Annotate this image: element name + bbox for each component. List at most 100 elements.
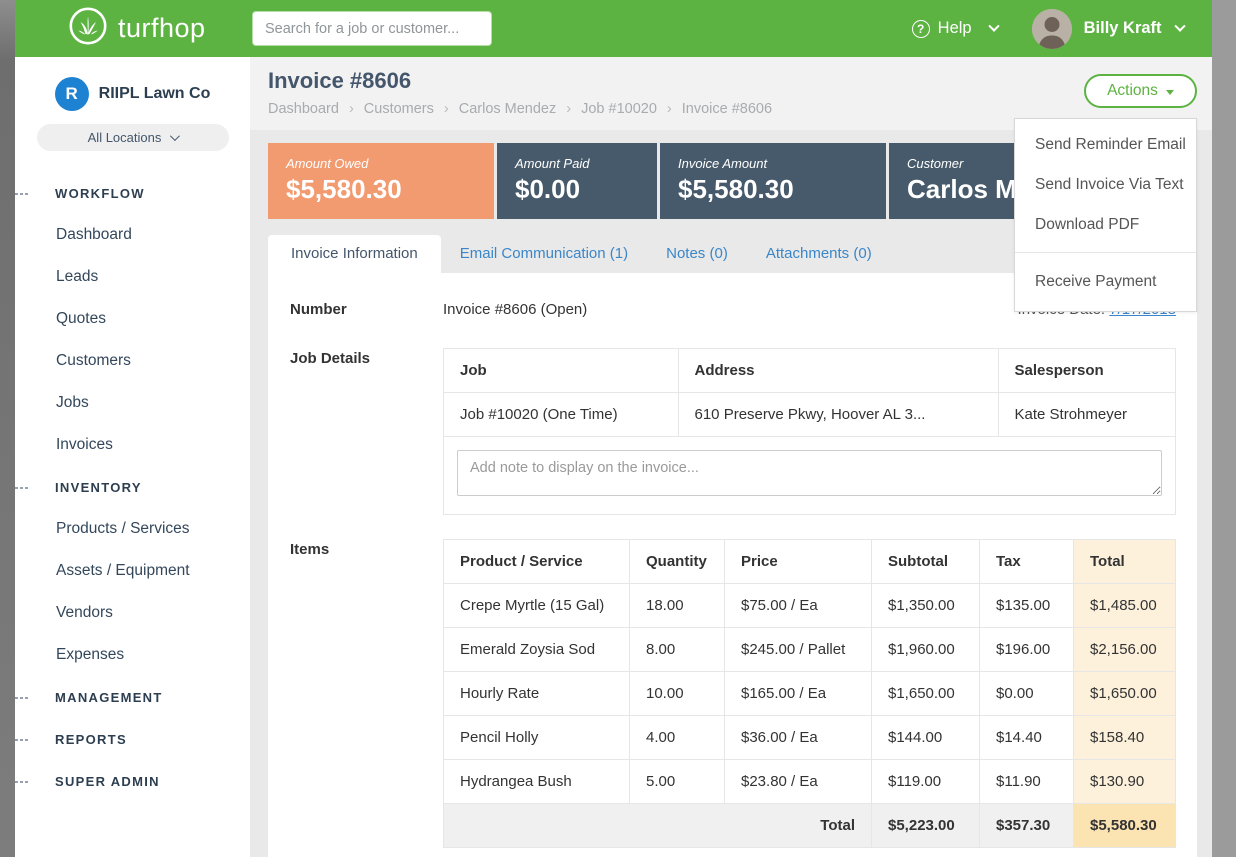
- section-dash-icon: [15, 193, 28, 195]
- user-name: Billy Kraft: [1083, 19, 1162, 37]
- breadcrumb-separator: ›: [443, 101, 449, 117]
- sidebar-item-assets-equipment[interactable]: Assets / Equipment: [56, 562, 190, 579]
- breadcrumb: Dashboard › Customers › Carlos Mendez › …: [268, 101, 772, 117]
- invoice-note-textarea[interactable]: [457, 450, 1162, 496]
- sidebar-item-invoices[interactable]: Invoices: [56, 436, 113, 453]
- avatar[interactable]: [1031, 8, 1072, 49]
- column-header-quantity: Quantity: [629, 539, 725, 584]
- sidebar-item-products-services[interactable]: Products / Services: [56, 520, 190, 537]
- tab-notes[interactable]: Notes (0): [666, 245, 728, 262]
- tab-email-communication[interactable]: Email Communication (1): [459, 245, 629, 262]
- table-row: Hourly Rate 10.00 $165.00 / Ea $1,650.00…: [443, 671, 1176, 716]
- breadcrumb-item[interactable]: Dashboard: [268, 101, 339, 117]
- quantity-cell: 4.00: [629, 715, 725, 760]
- price-cell: $165.00 / Ea: [724, 671, 872, 716]
- sidebar-item-jobs[interactable]: Jobs: [56, 394, 89, 411]
- user-menu[interactable]: Billy Kraft: [1083, 19, 1186, 38]
- address-cell: 610 Preserve Pkwy, Hoover AL 3...: [677, 392, 998, 436]
- column-header-subtotal: Subtotal: [871, 539, 980, 584]
- sidebar-section-inventory: INVENTORY: [15, 466, 250, 508]
- invoice-note-wrap: [444, 436, 1175, 514]
- sidebar-item-customers[interactable]: Customers: [56, 352, 131, 369]
- menu-item-send-reminder-email[interactable]: Send Reminder Email: [1035, 136, 1186, 153]
- sidebar-item-leads[interactable]: Leads: [56, 268, 99, 285]
- quantity-cell: 8.00: [629, 627, 725, 672]
- stat-value: $0.00: [515, 174, 581, 204]
- sidebar-item-quotes[interactable]: Quotes: [56, 310, 106, 327]
- chevron-down-icon: [1174, 20, 1186, 32]
- sidebar-section-management[interactable]: MANAGEMENT: [15, 676, 250, 718]
- actions-button[interactable]: Actions: [1084, 74, 1197, 108]
- sidebar-item-expenses[interactable]: Expenses: [56, 646, 125, 663]
- items-total-row: Total $5,223.00 $357.30 $5,580.30: [443, 803, 1176, 848]
- stat-value: $5,580.30: [678, 174, 794, 204]
- column-header-salesperson: Salesperson: [997, 349, 1175, 393]
- total-cell: $130.90: [1073, 759, 1176, 804]
- breadcrumb-item[interactable]: Carlos Mendez: [458, 101, 557, 117]
- location-selector-label: All Locations: [87, 130, 162, 145]
- column-header-total: Total: [1073, 539, 1176, 584]
- number-value: Invoice #8606 (Open): [443, 301, 588, 318]
- breadcrumb-separator: ›: [566, 101, 572, 117]
- stat-label: Invoice Amount: [678, 156, 768, 171]
- price-cell: $245.00 / Pallet: [724, 627, 872, 672]
- company-switcher[interactable]: R RIIPL Lawn Co: [15, 57, 250, 111]
- tab-invoice-information[interactable]: Invoice Information: [268, 235, 441, 273]
- sidebar-item-dashboard[interactable]: Dashboard: [56, 226, 132, 243]
- sidebar-section-super-admin[interactable]: SUPER ADMIN: [15, 760, 250, 802]
- brand-name: turfhop: [118, 13, 206, 43]
- total-cell: $1,650.00: [1073, 671, 1176, 716]
- subtotal-cell: $144.00: [871, 715, 980, 760]
- section-dash-icon: [15, 781, 28, 783]
- breadcrumb-separator: ›: [348, 101, 354, 117]
- price-cell: $23.80 / Ea: [724, 759, 872, 804]
- sidebar-section-workflow: WORKFLOW: [15, 172, 250, 214]
- table-row: Emerald Zoysia Sod 8.00 $245.00 / Pallet…: [443, 627, 1176, 672]
- items-table: Product / Service Quantity Price Subtota…: [443, 539, 1176, 848]
- tab-attachments[interactable]: Attachments (0): [765, 245, 872, 262]
- tax-cell: $14.40: [979, 715, 1074, 760]
- stat-card-invoice-amount: Invoice Amount $5,580.30: [660, 143, 886, 219]
- total-tax: $357.30: [979, 803, 1074, 848]
- total-cell: $2,156.00: [1073, 627, 1176, 672]
- desktop-edge-left: [0, 0, 15, 857]
- total-row-label: Total: [443, 803, 872, 848]
- tax-cell: $11.90: [979, 759, 1074, 804]
- breadcrumb-item[interactable]: Customers: [363, 101, 434, 117]
- salesperson-cell: Kate Strohmeyer: [997, 392, 1175, 436]
- brand-logo[interactable]: turfhop: [68, 0, 206, 57]
- location-selector[interactable]: All Locations: [36, 124, 229, 151]
- tab-bar: Invoice Information Email Communication …: [268, 235, 891, 273]
- tax-cell: $196.00: [979, 627, 1074, 672]
- column-header-job: Job: [444, 349, 678, 393]
- menu-item-receive-payment[interactable]: Receive Payment: [1035, 273, 1157, 290]
- items-row: Items Product / Service Quantity: [290, 539, 1176, 848]
- chevron-down-icon: [987, 20, 1000, 32]
- global-search-input[interactable]: [253, 12, 491, 45]
- table-row: Job #10020 (One Time) 610 Preserve Pkwy,…: [444, 392, 1175, 436]
- help-menu[interactable]: ? Help: [911, 19, 1000, 38]
- page-title: Invoice #8606: [268, 68, 412, 93]
- stat-card-amount-paid: Amount Paid $0.00: [497, 143, 657, 219]
- number-label: Number: [290, 301, 347, 318]
- subtotal-cell: $1,650.00: [871, 671, 980, 716]
- breadcrumb-item[interactable]: Job #10020: [581, 101, 657, 117]
- stat-label: Customer: [907, 156, 964, 171]
- total-subtotal: $5,223.00: [871, 803, 980, 848]
- table-row: Crepe Myrtle (15 Gal) 18.00 $75.00 / Ea …: [443, 583, 1176, 628]
- page-header: Invoice #8606 Dashboard › Customers › Ca…: [250, 57, 1212, 130]
- job-details-label: Job Details: [290, 350, 371, 367]
- turfhop-grass-icon: [68, 6, 108, 51]
- table-row: Pencil Holly 4.00 $36.00 / Ea $144.00 $1…: [443, 715, 1176, 760]
- company-name: RIIPL Lawn Co: [98, 85, 211, 102]
- sidebar-item-vendors[interactable]: Vendors: [56, 604, 113, 621]
- subtotal-cell: $1,350.00: [871, 583, 980, 628]
- menu-item-download-pdf[interactable]: Download PDF: [1035, 216, 1140, 233]
- job-cell[interactable]: Job #10020 (One Time): [460, 406, 618, 423]
- sidebar-section-reports[interactable]: REPORTS: [15, 718, 250, 760]
- section-dash-icon: [15, 487, 28, 489]
- menu-item-send-invoice-via-text[interactable]: Send Invoice Via Text: [1035, 176, 1184, 193]
- tax-cell: $0.00: [979, 671, 1074, 716]
- subtotal-cell: $1,960.00: [871, 627, 980, 672]
- job-details-box: Job Address Salesperson Job #10020 (One …: [443, 348, 1176, 515]
